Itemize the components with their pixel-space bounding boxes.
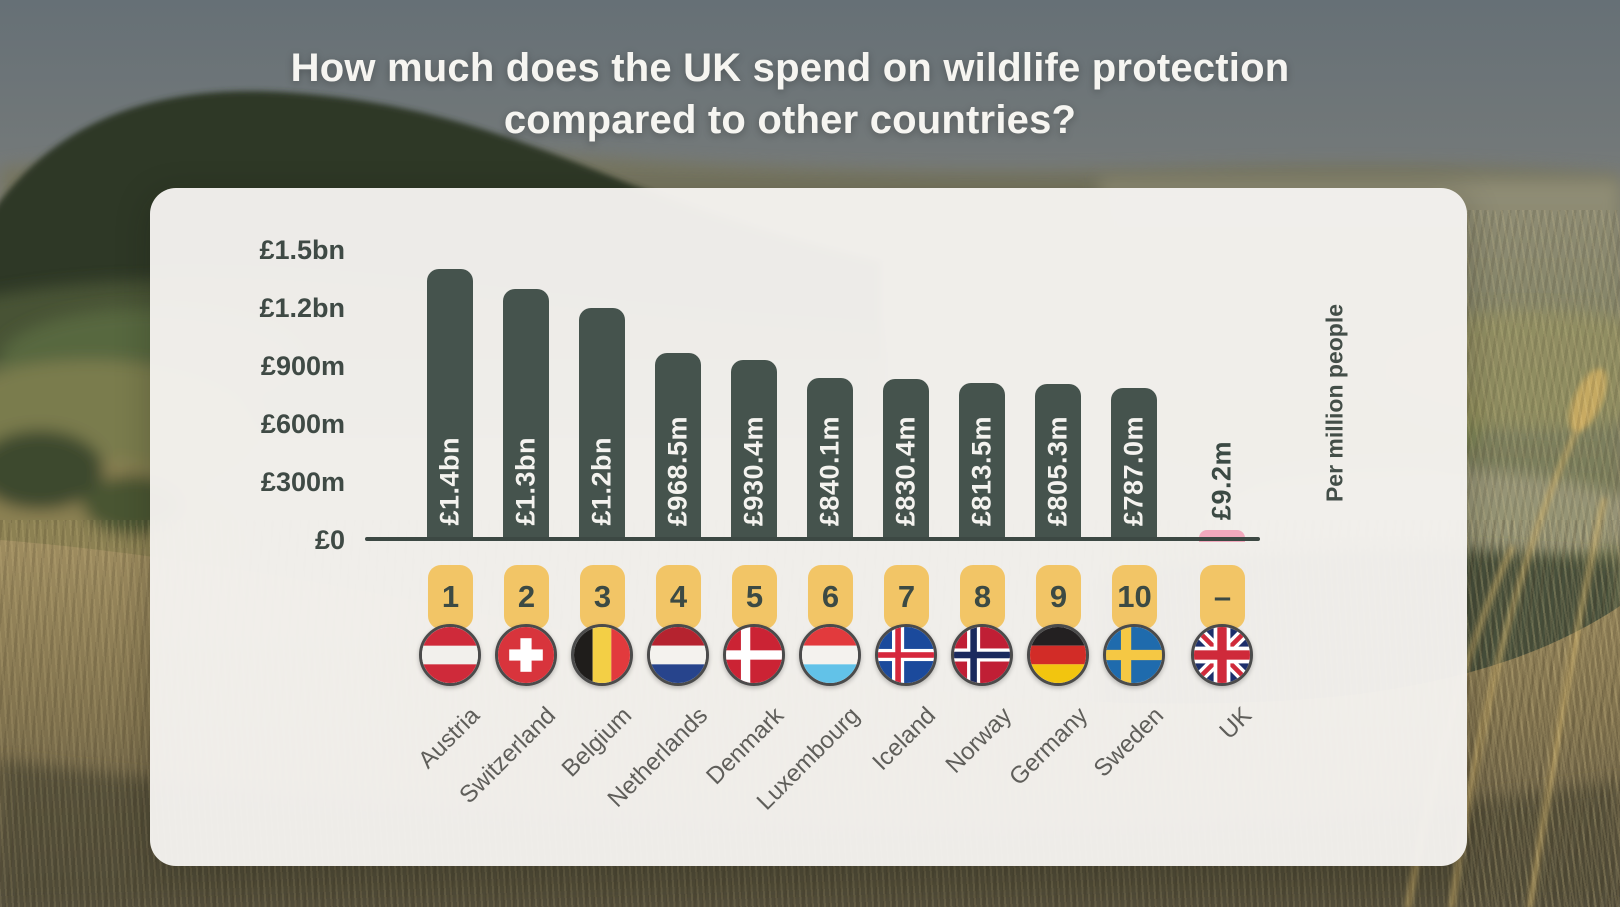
title-line-1: How much does the UK spend on wildlife p…: [290, 46, 1290, 90]
luxembourg-flag-icon: [799, 624, 861, 686]
bar-value-label: £805.3m: [1042, 415, 1073, 526]
rank-badge: 8: [960, 565, 1005, 629]
switzerland-flag-icon: [495, 624, 557, 686]
bar-value-label: £830.4m: [890, 415, 921, 526]
germany-flag-icon: [1027, 624, 1089, 686]
rank-badge: 4: [656, 565, 701, 629]
rank-badge: 5: [732, 565, 777, 629]
denmark-flag-icon: [723, 624, 785, 686]
rank-badge: 3: [580, 565, 625, 629]
bar-norway: [959, 383, 1005, 540]
rank-badge: 6: [808, 565, 853, 629]
bar-denmark: [731, 360, 777, 540]
sweden-flag-icon: [1103, 624, 1165, 686]
netherlands-flag-icon: [647, 624, 709, 686]
chart-panel: £1.5bn £1.2bn £900m £600m £300m £0 £1.4bn 1 Aust…: [150, 188, 1467, 866]
bar-sweden: [1111, 388, 1157, 540]
y-tick-label: £1.5bn: [259, 235, 345, 265]
y-tick-label: £900m: [260, 351, 345, 381]
bar-value-label: £1.3bn: [510, 437, 541, 526]
bar-value-label: £968.5m: [662, 415, 693, 526]
rank-badge: 1: [428, 565, 473, 629]
rank-badge: 10: [1112, 565, 1157, 629]
bar-value-label: £9.2m: [1206, 440, 1237, 520]
y-tick-label: £600m: [260, 409, 345, 439]
y-tick-label: £0: [314, 525, 345, 555]
y-tick-label: £300m: [260, 467, 345, 497]
bar-switzerland: [503, 289, 549, 540]
bar-germany: [1035, 384, 1081, 540]
x-axis-line: [365, 537, 1260, 541]
right-axis-label: Per million people: [1321, 303, 1348, 503]
bar-value-label: £813.5m: [966, 415, 997, 526]
rank-badge: 7: [884, 565, 929, 629]
bar-austria: [427, 269, 473, 540]
rank-badge: 2: [504, 565, 549, 629]
bar-netherlands: [655, 353, 701, 540]
page-title: How much does the UK spend on wildlife p…: [0, 42, 1580, 146]
bar-iceland: [883, 379, 929, 540]
bar-value-label: £787.0m: [1118, 415, 1149, 526]
bar-value-label: £1.4bn: [434, 437, 465, 526]
bar-value-label: £930.4m: [738, 415, 769, 526]
rank-badge: –: [1200, 565, 1245, 629]
uk-flag-icon: [1191, 624, 1253, 686]
bar-luxembourg: [807, 378, 853, 540]
bar-value-label: £840.1m: [814, 415, 845, 526]
iceland-flag-icon: [875, 624, 937, 686]
rank-badge: 9: [1036, 565, 1081, 629]
austria-flag-icon: [419, 624, 481, 686]
title-line-2: compared to other countries?: [503, 98, 1077, 142]
y-tick-label: £1.2bn: [259, 293, 345, 323]
belgium-flag-icon: [571, 624, 633, 686]
norway-flag-icon: [951, 624, 1013, 686]
bar-value-label: £1.2bn: [586, 437, 617, 526]
bar-belgium: [579, 308, 625, 540]
